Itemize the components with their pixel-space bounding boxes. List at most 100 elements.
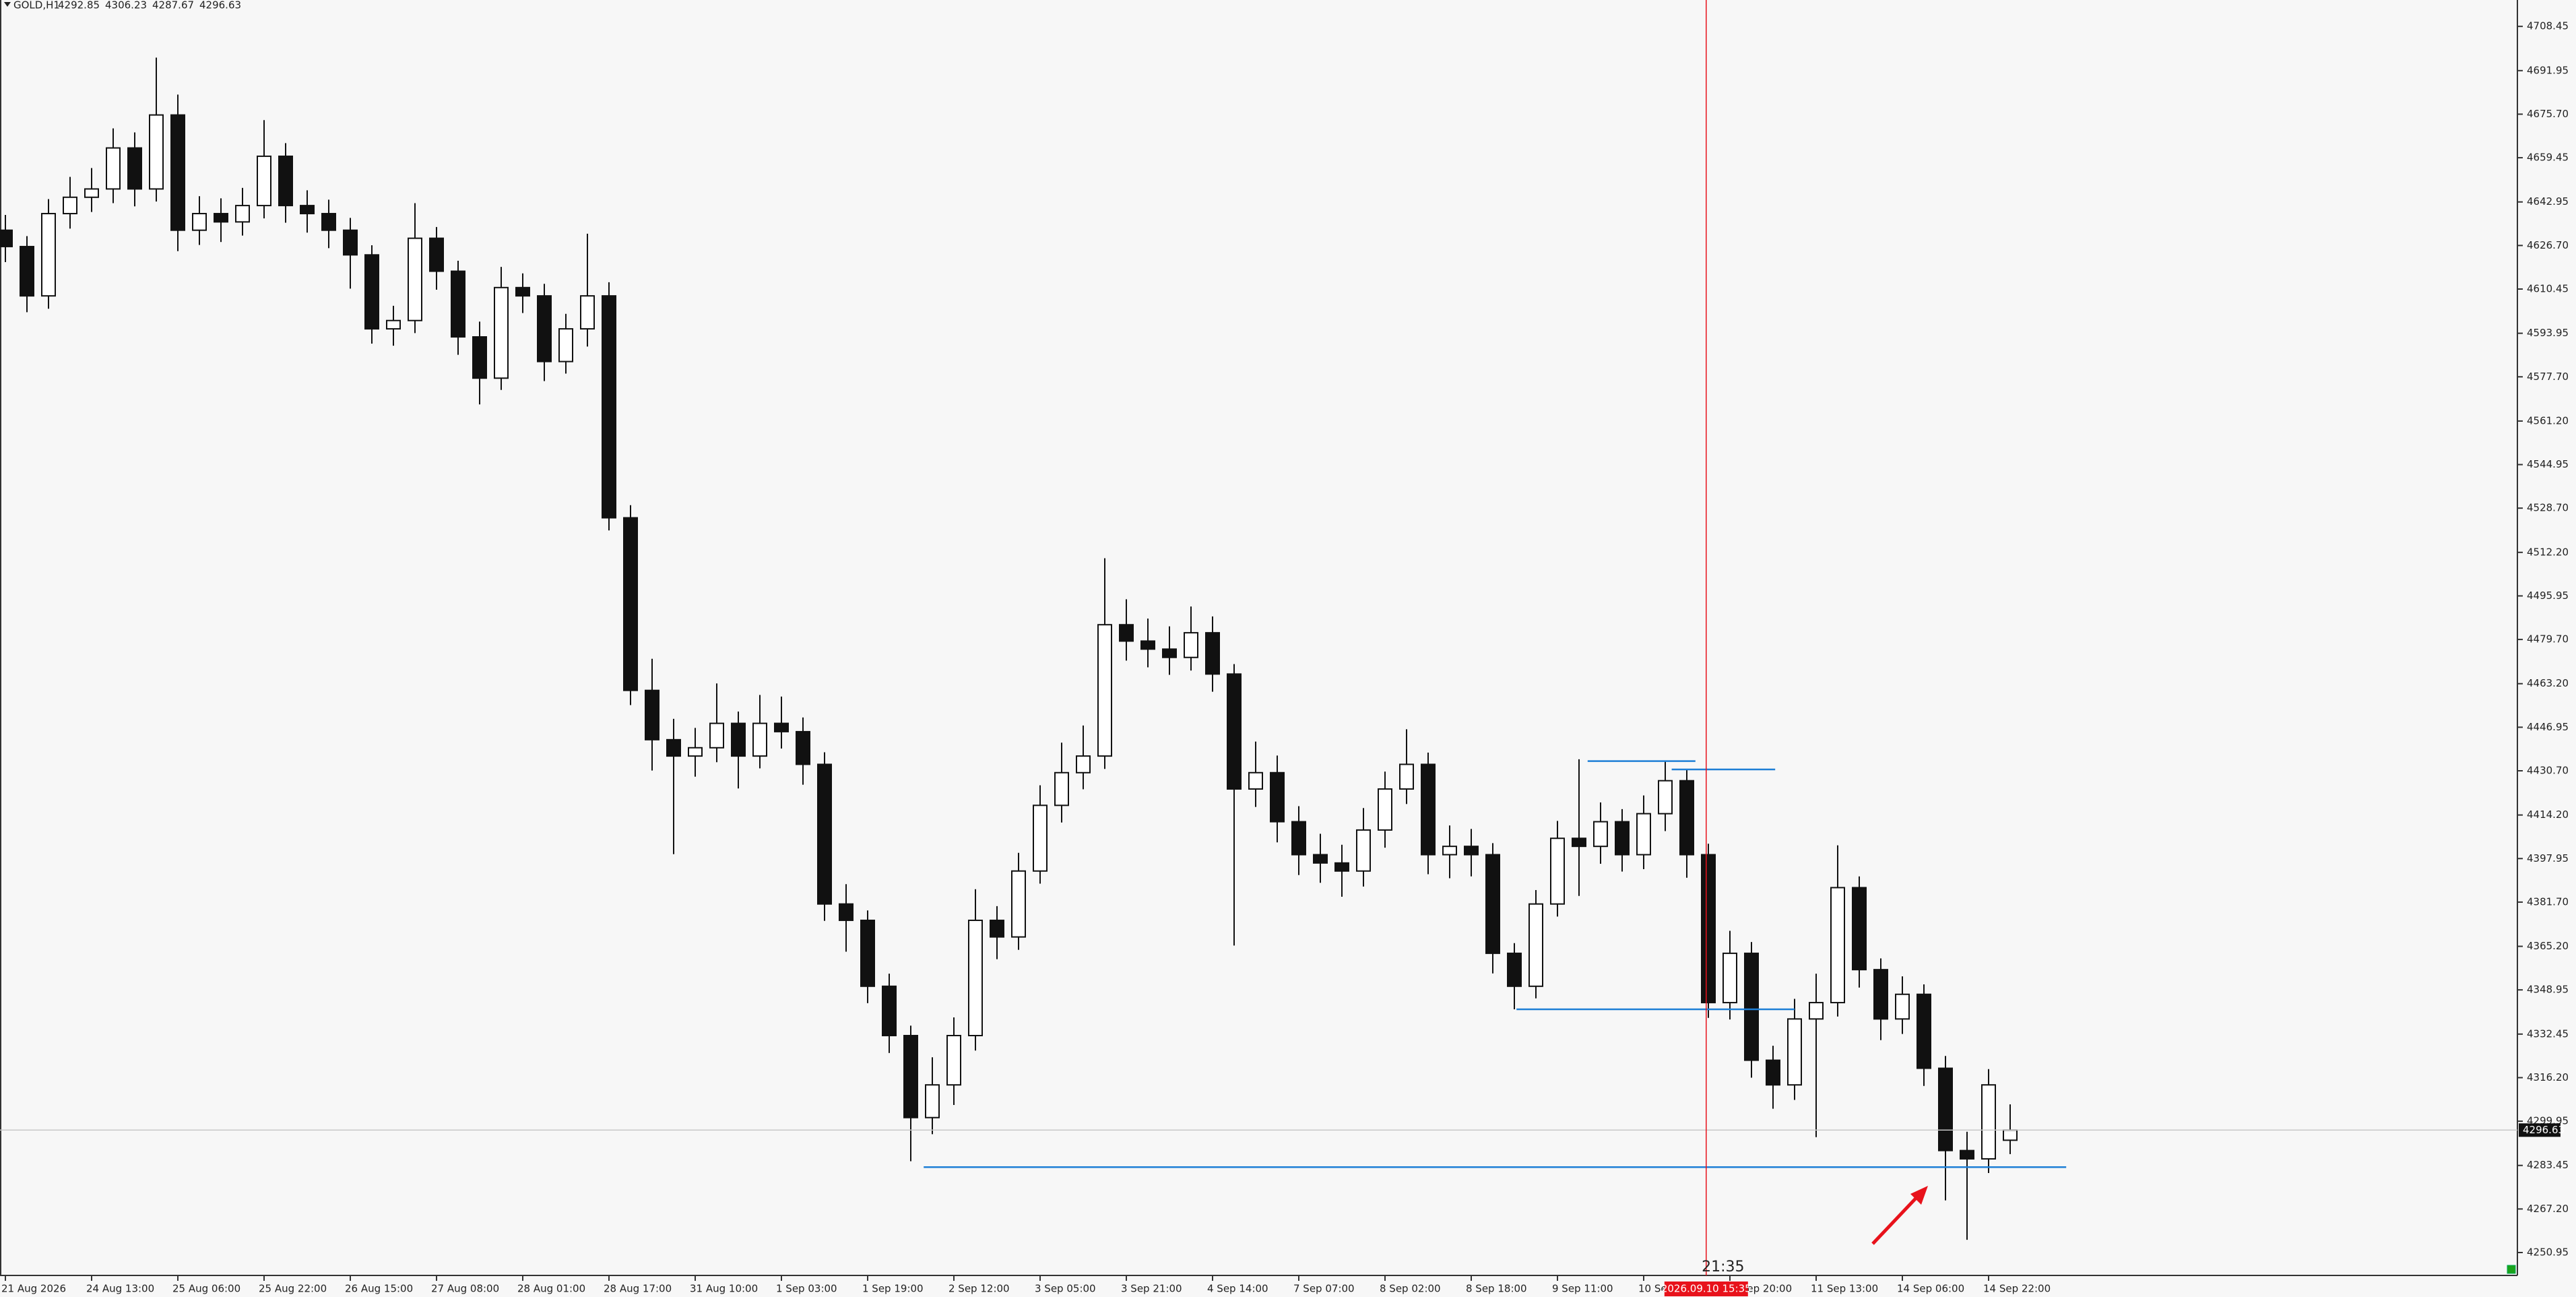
candle-body: [364, 254, 379, 330]
candle-body: [1766, 1059, 1780, 1086]
candle-body: [1830, 887, 1845, 1004]
x-tick-label: 14 Sep 22:00: [1983, 1283, 2051, 1295]
candle-body: [645, 689, 659, 740]
candle-body: [1658, 780, 1673, 815]
candle-body: [1636, 813, 1651, 856]
candle-body: [817, 763, 832, 905]
candle-body: [688, 747, 703, 757]
candle-body: [235, 205, 250, 223]
candle-body: [1938, 1067, 1953, 1151]
candle-body: [127, 147, 142, 190]
candle-body: [580, 295, 595, 330]
candle-body: [1076, 755, 1091, 773]
candle-body: [1313, 854, 1328, 864]
candle-body: [925, 1084, 940, 1118]
candle-body: [882, 985, 897, 1036]
candle-body: [1679, 780, 1694, 856]
candle-body: [602, 295, 616, 519]
x-tick-label: 27 Aug 08:00: [431, 1283, 499, 1295]
candle-body: [1852, 887, 1867, 971]
candle-body: [1378, 788, 1392, 831]
x-tick-label: 1 Sep 03:00: [776, 1283, 837, 1295]
annotation-arrowhead: [1910, 1186, 1928, 1205]
annotation-arrow: [1871, 1191, 1923, 1245]
x-tick-label: 25 Aug 22:00: [259, 1283, 327, 1295]
candle-body: [1011, 870, 1026, 938]
candle-body: [278, 155, 293, 207]
x-tick-label: 24 Aug 13:00: [86, 1283, 154, 1295]
x-tick-label: 4 Sep 14:00: [1207, 1283, 1268, 1295]
candle-body: [623, 517, 638, 691]
candle-body: [968, 919, 983, 1036]
x-tick-label: 8 Sep 18:00: [1466, 1283, 1527, 1295]
y-tick-label: 4593.95: [2527, 327, 2569, 339]
x-tick-label: 11 Sep 13:00: [1811, 1283, 1878, 1295]
candle-body: [1033, 804, 1048, 872]
candle-body: [1097, 624, 1112, 757]
candle-body: [214, 213, 228, 223]
candle-body: [1917, 993, 1931, 1069]
candle-body: [343, 229, 358, 256]
candle-body: [1485, 854, 1500, 954]
candle-body: [709, 722, 724, 749]
candle-body: [1291, 821, 1306, 856]
y-tick-label: 4348.95: [2527, 984, 2569, 996]
y-tick-label: 4397.95: [2527, 852, 2569, 864]
y-tick-label: 4642.95: [2527, 195, 2569, 208]
symbol-menu[interactable]: [4, 2, 11, 7]
candle-body: [429, 237, 444, 272]
candle-body: [1227, 673, 1242, 790]
candle-body: [0, 229, 13, 247]
y-tick-label: 4675.70: [2527, 108, 2569, 120]
candle-body: [1960, 1149, 1974, 1160]
candle-body: [257, 155, 271, 207]
y-tick-label: 4528.70: [2527, 502, 2569, 514]
candle-body: [1248, 771, 1263, 790]
y-tick-label: 4512.20: [2527, 546, 2569, 558]
y-tick-label: 4659.45: [2527, 152, 2569, 164]
candle-body: [1873, 969, 1888, 1020]
candle-body: [1442, 846, 1457, 856]
y-tick-label: 4316.20: [2527, 1071, 2569, 1083]
candle-body: [1270, 771, 1285, 823]
x-tick-label: 7 Sep 07:00: [1293, 1283, 1355, 1295]
candle-body: [990, 919, 1004, 938]
candle-body: [1572, 837, 1586, 848]
candle-body: [1701, 854, 1716, 1004]
x-tick-label: 25 Aug 06:00: [172, 1283, 240, 1295]
crosshair-time-box: [1664, 1282, 1748, 1296]
candle-body: [1356, 829, 1371, 872]
candle-body: [558, 328, 573, 362]
x-tick-label: 1 Sep 19:00: [862, 1283, 924, 1295]
y-tick-label: 4708.45: [2527, 20, 2569, 32]
y-tick-label: 4691.95: [2527, 64, 2569, 76]
current-price-label: 4296.63: [2523, 1124, 2565, 1136]
status-indicator: [2507, 1265, 2516, 1274]
candle-body: [1334, 862, 1349, 872]
y-tick-label: 4610.45: [2527, 282, 2569, 294]
y-tick-label: 4250.95: [2527, 1246, 2569, 1258]
x-tick-label: 28 Aug 17:00: [604, 1283, 672, 1295]
header-close: 4296.63: [199, 0, 241, 11]
candle-body: [1507, 952, 1522, 987]
y-tick-label: 4544.95: [2527, 458, 2569, 470]
candle-body: [84, 188, 99, 198]
candle-body: [1399, 763, 1414, 790]
y-tick-label: 4479.70: [2527, 633, 2569, 645]
symbol-title: GOLD,H1: [13, 0, 60, 11]
candle-body: [515, 286, 530, 297]
candle-body: [860, 919, 875, 987]
candle-body: [1593, 821, 1608, 848]
candle-body: [731, 722, 746, 757]
candle-body: [386, 319, 401, 330]
header-low: 4287.67: [152, 0, 194, 11]
y-tick-label: 4430.70: [2527, 764, 2569, 776]
x-tick-label: 9 Sep 11:00: [1552, 1283, 1613, 1295]
candle-body: [1140, 640, 1155, 650]
y-tick-label: 4332.45: [2527, 1027, 2569, 1040]
candle-body: [451, 270, 465, 338]
candle-body: [1895, 993, 1910, 1020]
y-tick-label: 4267.20: [2527, 1203, 2569, 1215]
